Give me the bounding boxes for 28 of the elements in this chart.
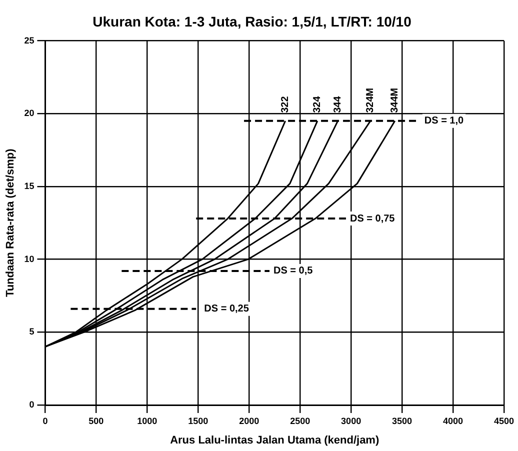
chart-title: Ukuran Kota: 1-3 Juta, Rasio: 1,5/1, LT/RT: 10/10 <box>92 13 412 30</box>
text: 344 <box>332 96 344 113</box>
y-tick-label: 5 <box>29 326 34 337</box>
x-tick-label: 4500 <box>494 416 514 426</box>
x-tick-label: 0 <box>42 416 48 426</box>
text: 324 <box>312 96 324 113</box>
y-tick-label: 25 <box>24 35 34 46</box>
annotation: DS = 0,25 <box>204 304 250 315</box>
y-tick-label: 0 <box>29 399 34 410</box>
x-axis-title: Arus Lalu-lintas Jalan Utama (kend/jam) <box>170 434 380 446</box>
annotation: DS = 0,5 <box>274 266 314 277</box>
annotation: DS = 1,0 <box>424 116 464 127</box>
x-tick-label: 4000 <box>443 416 464 426</box>
x-tick-label: 3000 <box>341 416 362 426</box>
x-tick-label: 2500 <box>290 416 310 426</box>
x-tick-label: 500 <box>88 416 104 426</box>
x-tick-label: 1000 <box>137 416 158 426</box>
annotation: DS = 0,75 <box>350 213 396 224</box>
y-axis-title: Tundaan Rata-rata (det/smp) <box>4 148 17 298</box>
x-tick-label: 2000 <box>239 416 260 426</box>
text: 344M <box>390 88 401 113</box>
y-tick-label: 15 <box>24 180 34 191</box>
y-tick-label: 10 <box>24 254 34 264</box>
text: 322 <box>280 96 292 113</box>
y-tick-label: 20 <box>24 108 34 118</box>
x-tick-label: 3500 <box>392 416 412 426</box>
x-tick-label: 1500 <box>188 416 208 426</box>
text: 324M <box>365 88 376 113</box>
